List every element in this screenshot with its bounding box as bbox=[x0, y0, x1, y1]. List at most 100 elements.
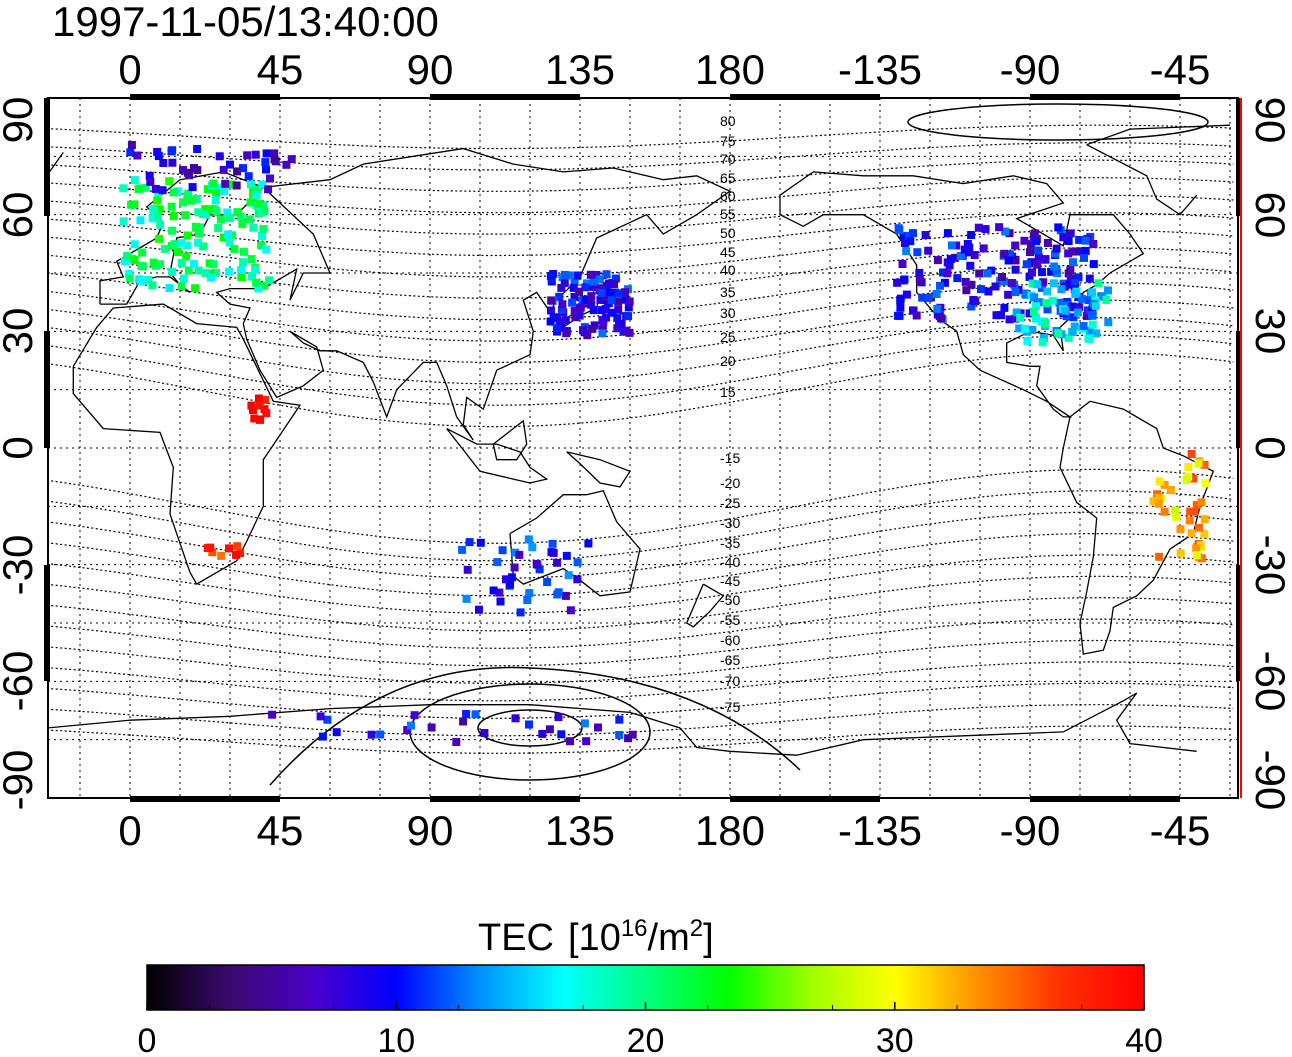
tec-point bbox=[1001, 227, 1010, 236]
lat-label-left: 30 bbox=[0, 308, 41, 355]
frame-tick-bar bbox=[1030, 94, 1180, 100]
frame-tick-bar bbox=[130, 94, 280, 100]
tec-point bbox=[151, 184, 160, 193]
tec-point bbox=[924, 294, 933, 303]
tec-point bbox=[601, 293, 610, 302]
tec-point bbox=[260, 281, 268, 290]
tec-point bbox=[1155, 552, 1164, 561]
tec-point bbox=[1043, 287, 1052, 296]
tec-point bbox=[220, 187, 229, 196]
tec-point bbox=[192, 194, 201, 203]
tec-point bbox=[1097, 292, 1106, 301]
tec-point bbox=[1033, 260, 1042, 269]
tec-point bbox=[250, 414, 259, 423]
tec-point bbox=[149, 205, 158, 214]
tec-point bbox=[1088, 320, 1097, 329]
tec-point bbox=[165, 284, 174, 293]
mag-lat-contour bbox=[48, 554, 1234, 614]
tec-point bbox=[1004, 290, 1013, 299]
tec-point bbox=[238, 220, 247, 229]
tec-point bbox=[1039, 334, 1048, 342]
tec-point bbox=[155, 205, 164, 214]
tec-point bbox=[1041, 255, 1050, 264]
tec-point bbox=[1021, 324, 1029, 333]
tec-point bbox=[598, 329, 607, 338]
tec-point bbox=[495, 588, 504, 597]
tec-point bbox=[1034, 252, 1043, 261]
tec-point bbox=[208, 548, 217, 557]
tec-point bbox=[193, 166, 202, 174]
tec-point bbox=[376, 730, 385, 739]
tec-point bbox=[130, 256, 139, 264]
tec-point bbox=[628, 730, 637, 739]
tec-point bbox=[243, 151, 252, 160]
tec-point bbox=[236, 212, 245, 221]
mag-lat-label: -55 bbox=[720, 612, 740, 628]
tec-point bbox=[956, 252, 965, 260]
frame-tick-bar bbox=[730, 796, 880, 802]
tec-point bbox=[523, 596, 532, 605]
tec-point bbox=[184, 189, 193, 198]
frame-tick-bar bbox=[44, 98, 50, 216]
tec-point bbox=[1089, 260, 1098, 269]
tec-point bbox=[180, 274, 188, 283]
tec-point bbox=[921, 231, 930, 239]
tec-point bbox=[528, 543, 537, 552]
tec-point bbox=[1012, 308, 1021, 317]
tec-point bbox=[1104, 318, 1113, 327]
tec-point bbox=[252, 191, 261, 200]
tec-point bbox=[594, 723, 602, 732]
tec-point bbox=[212, 189, 221, 198]
tec-point bbox=[1054, 223, 1063, 232]
tec-point bbox=[580, 719, 589, 728]
tec-point bbox=[268, 710, 277, 719]
colorbar-tick-label: 10 bbox=[377, 1022, 415, 1057]
tec-point bbox=[966, 261, 975, 270]
lat-label-right: -90 bbox=[1247, 750, 1292, 811]
tec-point bbox=[918, 293, 927, 302]
tec-point bbox=[168, 226, 177, 235]
tec-point bbox=[624, 734, 633, 743]
tec-point bbox=[893, 278, 902, 287]
tec-point bbox=[459, 717, 468, 726]
tec-point bbox=[191, 284, 200, 293]
tec-point bbox=[613, 314, 622, 323]
mag-lat-label: 40 bbox=[720, 262, 736, 278]
tec-point bbox=[199, 242, 208, 251]
tec-point bbox=[558, 300, 567, 309]
tec-point bbox=[239, 247, 248, 256]
tec-point bbox=[493, 558, 502, 567]
tec-point bbox=[130, 176, 139, 185]
tec-point bbox=[239, 164, 247, 173]
mag-lat-label: -75 bbox=[720, 699, 740, 715]
mag-lat-label: 60 bbox=[720, 188, 736, 204]
tec-point bbox=[209, 260, 218, 269]
tec-point bbox=[224, 230, 233, 239]
frame-tick-bar bbox=[130, 796, 280, 802]
bottom-longitude-labels: 0 45 90 135 180 -135 -90 -45 bbox=[118, 807, 1210, 854]
tec-point bbox=[979, 244, 988, 253]
tec-point bbox=[463, 565, 472, 574]
tec-point bbox=[134, 184, 143, 193]
tec-point bbox=[246, 180, 255, 189]
tec-point bbox=[588, 324, 597, 333]
mag-lat-label: 80 bbox=[720, 113, 736, 129]
tec-point bbox=[554, 588, 563, 597]
tec-point bbox=[407, 721, 415, 730]
lon-label-top: 135 bbox=[545, 46, 615, 93]
tec-point bbox=[158, 186, 167, 195]
tec-point bbox=[475, 605, 483, 614]
tec-point bbox=[194, 208, 203, 217]
tec-point bbox=[900, 275, 909, 284]
tec-point bbox=[168, 146, 177, 155]
tec-point bbox=[621, 327, 630, 336]
tec-point bbox=[137, 277, 146, 286]
tec-point bbox=[1192, 501, 1201, 510]
tec-point bbox=[896, 303, 905, 312]
tec-point bbox=[184, 266, 193, 275]
tec-point bbox=[254, 199, 263, 208]
tec-point bbox=[246, 198, 255, 207]
tec-point bbox=[586, 270, 595, 279]
tec-point bbox=[566, 737, 574, 746]
tec-point bbox=[1000, 249, 1009, 258]
